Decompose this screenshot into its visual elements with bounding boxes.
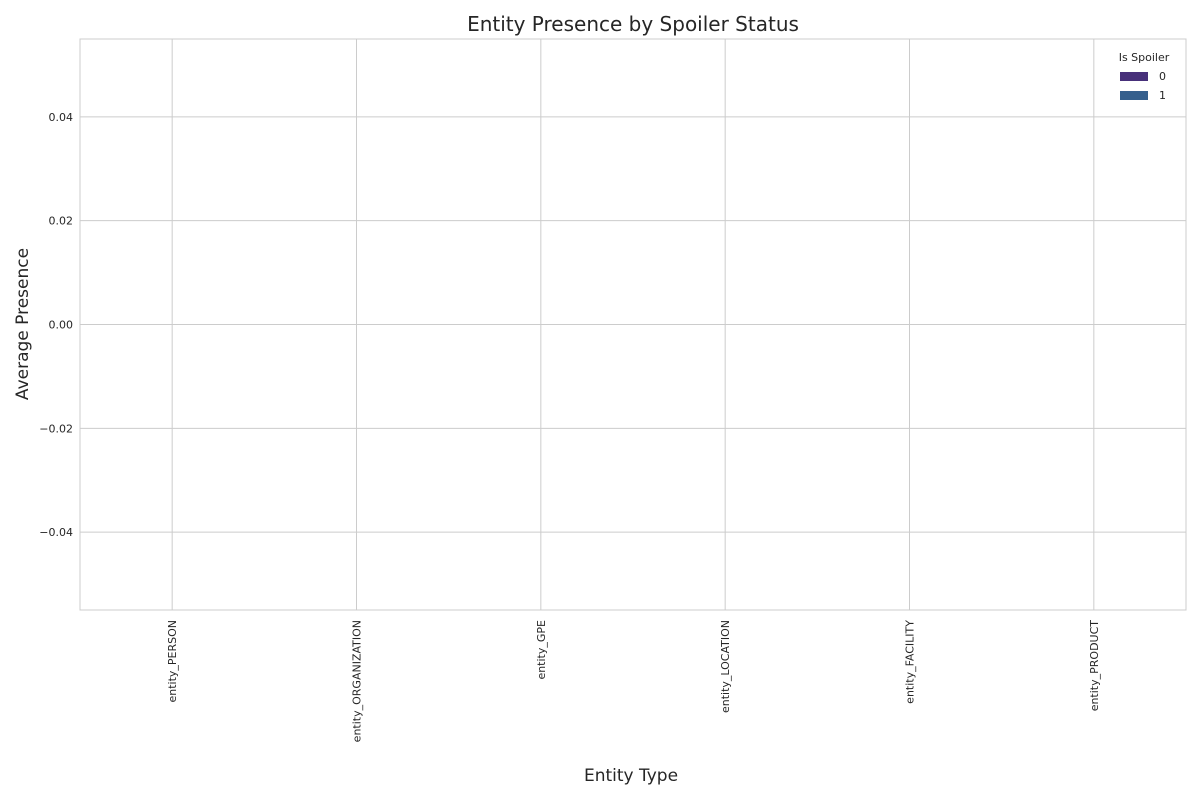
x-tick-label: entity_PRODUCT xyxy=(1088,620,1101,712)
x-tick-label: entity_FACILITY xyxy=(904,620,917,704)
x-tick-label: entity_GPE xyxy=(535,620,548,680)
legend-title: Is Spoiler xyxy=(1119,51,1170,64)
x-tick-label: entity_ORGANIZATION xyxy=(351,620,364,742)
chart-title: Entity Presence by Spoiler Status xyxy=(467,12,799,36)
grid-layer xyxy=(80,39,1186,610)
y-tick-label: −0.04 xyxy=(39,526,73,539)
x-tick-label: entity_LOCATION xyxy=(719,620,732,713)
y-tick-label: −0.02 xyxy=(39,422,73,435)
x-tick-label: entity_PERSON xyxy=(166,620,179,703)
y-tick-label: 0.02 xyxy=(49,215,74,228)
legend-items: 01 xyxy=(1120,70,1166,102)
y-tick-label: 0.04 xyxy=(49,111,74,124)
legend-label-1: 1 xyxy=(1159,89,1166,102)
legend-swatch-0 xyxy=(1120,72,1148,81)
legend: Is Spoiler 01 xyxy=(1119,51,1170,102)
legend-label-0: 0 xyxy=(1159,70,1166,83)
y-tick-labels: −0.04 −0.02 0.00 0.02 0.04 xyxy=(39,111,73,539)
plot-frame xyxy=(79,38,1187,611)
y-tick-label: 0.00 xyxy=(49,319,74,332)
x-axis-label: Entity Type xyxy=(584,766,678,786)
legend-swatch-1 xyxy=(1120,91,1148,100)
x-tick-labels: entity_PERSON entity_ORGANIZATION entity_G… xyxy=(166,620,1101,743)
y-axis-label: Average Presence xyxy=(13,248,33,400)
